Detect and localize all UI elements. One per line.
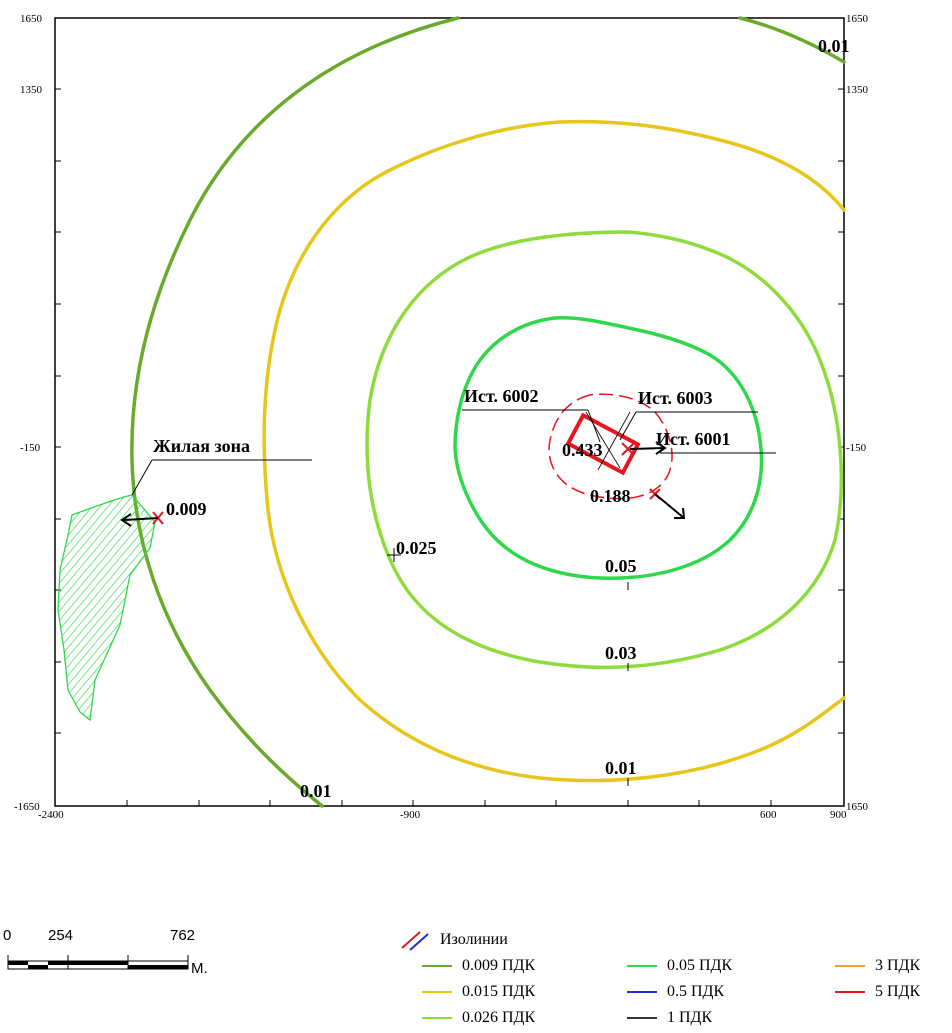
tick-left-bottom: -1650 [14,801,40,813]
point-0025-marker [387,548,401,562]
map-frame [54,17,845,807]
legend-icon [401,931,429,951]
contour-0026 [365,230,844,670]
contour-label-001-left: 0.01 [300,781,332,801]
contour-label-003: 0.03 [605,643,637,663]
scale-label-254: 254 [48,927,73,944]
contour-0009-outer-left [130,16,460,808]
scale-label-0: 0 [3,927,11,944]
source-label-6001: Ист. 6001 [656,429,730,449]
contour-005 [453,316,764,580]
scale-label-762: 762 [170,927,195,944]
tick-bottom-900: -900 [400,809,421,821]
source-label-6003: Ист. 6003 [638,388,712,408]
tick-right-150: -150 [846,442,867,454]
contour-label-001-top: 0.01 [818,36,850,56]
contour-label-001-bottom: 0.01 [605,758,637,778]
source-label-6002: Ист. 6002 [464,386,538,406]
zone-leader-line [131,459,153,496]
contour-label-005: 0.05 [605,556,637,576]
tick-bottom-600: 600 [760,809,777,821]
source-leaders [462,409,776,454]
contour-label-0009: 0.009 [166,499,207,519]
zone-label: Жилая зона [153,436,250,456]
source-area [548,393,686,519]
tick-left-1350: 1350 [20,84,43,96]
tick-right-1650: 1650 [846,13,869,25]
contour-label-0025: 0.025 [396,538,437,558]
tick-right-bottom: 1650 [846,801,869,813]
scale-unit: М. [191,960,208,977]
tick-bottom-2400: -2400 [38,809,64,821]
tick-right-1350: 1350 [846,84,869,96]
zone-point-marker [120,511,164,527]
residential-zone [57,494,156,722]
tick-left-150: -150 [20,442,41,454]
contour-0015 [262,119,846,783]
value-label-0188: 0.188 [590,486,631,506]
contour-0009-top-right [738,16,846,64]
value-label-0433: 0.433 [562,440,603,460]
tick-left-1650: 1650 [20,13,43,25]
scale-bar: 0 254 762 М. [3,927,208,977]
tick-bottom-900r: 900 [830,809,847,821]
